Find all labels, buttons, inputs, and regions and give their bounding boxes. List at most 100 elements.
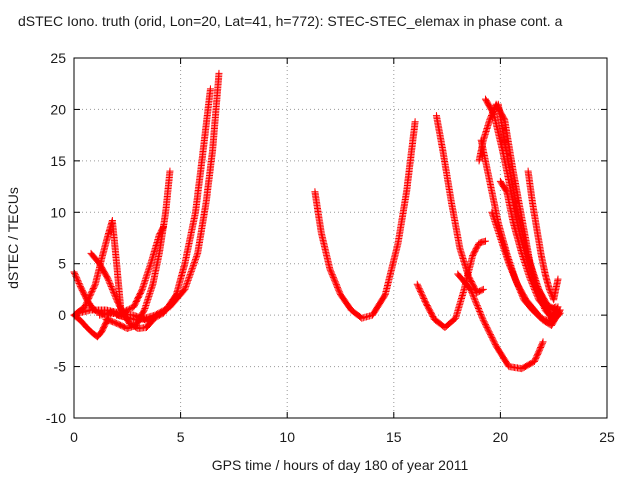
chart-title: dSTEC Iono. truth (orid, Lon=20, Lat=41,… — [18, 13, 563, 29]
y-tick-label: 20 — [50, 101, 66, 117]
y-tick-label: -5 — [54, 359, 67, 375]
data-point — [454, 270, 474, 292]
data-arc — [454, 270, 547, 373]
data-point — [76, 316, 90, 330]
data-point — [518, 358, 537, 373]
data-point — [368, 292, 388, 319]
data-arc — [494, 100, 560, 314]
data-point — [481, 95, 497, 117]
data-point — [411, 118, 419, 126]
y-tick-label: -10 — [46, 410, 66, 426]
data-point — [162, 169, 174, 216]
data-arc — [311, 118, 419, 322]
data-point — [447, 198, 464, 251]
data-point — [494, 100, 506, 132]
data-point — [509, 219, 525, 256]
x-tick-label: 25 — [599, 429, 615, 445]
x-tick-label: 20 — [493, 429, 509, 445]
data-point — [326, 265, 344, 297]
data-point — [83, 323, 96, 337]
data-point — [413, 280, 429, 305]
data-point — [531, 306, 546, 323]
data-point — [81, 282, 99, 311]
x-tick-label: 0 — [70, 429, 78, 445]
data-point — [528, 198, 540, 230]
data-point — [113, 311, 140, 324]
data-point — [496, 234, 512, 266]
data-point — [522, 296, 538, 313]
data-point — [206, 85, 214, 93]
data-point — [503, 188, 517, 225]
data-arc — [87, 249, 157, 333]
data-point — [403, 119, 419, 196]
data-point — [488, 208, 504, 240]
x-tick-label: 10 — [279, 429, 295, 445]
data-arc — [113, 69, 223, 324]
data-point — [149, 251, 163, 288]
data-point — [533, 224, 545, 256]
data-point — [192, 158, 206, 216]
data-point — [181, 210, 199, 268]
data-point — [550, 277, 562, 304]
data-point — [439, 147, 455, 204]
data-point — [104, 275, 120, 302]
axis-ticks: 0 5 10 15 20 25 -10 -5 0 5 10 15 20 25 — [46, 50, 615, 445]
data-point — [467, 285, 487, 323]
data-point — [501, 116, 517, 174]
y-tick-label: 5 — [58, 256, 66, 272]
data-point — [155, 210, 169, 257]
data-point — [134, 312, 158, 324]
x-axis-label: GPS time / hours of day 180 of year 2011 — [212, 457, 469, 473]
data-point — [499, 126, 513, 168]
data-point — [535, 296, 550, 313]
data-arc — [102, 167, 174, 333]
data-point — [98, 232, 112, 263]
data-point — [209, 71, 223, 155]
data-point — [108, 217, 120, 266]
data-point — [473, 286, 486, 297]
data-point — [394, 189, 410, 247]
data-point — [524, 167, 536, 204]
data-point — [166, 287, 188, 311]
data-point — [151, 304, 173, 319]
data-point — [492, 342, 512, 369]
data-arc — [488, 208, 564, 329]
data-point — [456, 244, 472, 279]
data-point — [518, 249, 534, 282]
data-point — [539, 338, 547, 346]
data-point — [513, 280, 529, 302]
data-point — [337, 291, 354, 313]
data-point — [93, 329, 105, 341]
data-point — [215, 69, 223, 77]
y-tick-label: 15 — [50, 153, 66, 169]
data-point — [464, 272, 480, 295]
data-arc — [524, 167, 562, 304]
data-point — [140, 282, 156, 314]
data-point — [138, 261, 154, 293]
plot-frame — [73, 57, 608, 419]
y-axis-label: dSTEC / TECUs — [5, 187, 21, 289]
y-tick-label: 25 — [50, 50, 66, 66]
data-point — [556, 309, 564, 317]
data-points — [70, 69, 564, 373]
data-point — [481, 237, 489, 245]
data-point — [76, 282, 90, 302]
data-point — [181, 251, 201, 293]
data-arc — [413, 237, 489, 331]
data-point — [194, 200, 210, 257]
y-tick-label: 10 — [50, 204, 66, 220]
data-point — [432, 112, 447, 153]
data-arc — [432, 112, 487, 297]
data-point — [526, 275, 542, 302]
y-tick-label: 0 — [58, 307, 66, 323]
data-point — [130, 287, 146, 311]
data-point — [452, 287, 468, 322]
data-arc — [96, 85, 214, 325]
data-point — [166, 167, 174, 175]
data-point — [522, 244, 538, 282]
data-point — [479, 285, 487, 293]
x-tick-label: 5 — [177, 429, 185, 445]
data-point — [422, 299, 438, 322]
data-point — [496, 177, 510, 194]
